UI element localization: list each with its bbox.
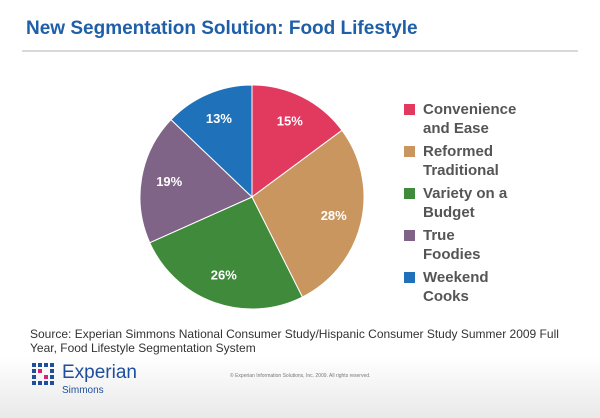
legend-swatch — [404, 272, 415, 283]
slice-label: 13% — [206, 111, 232, 126]
legend-item: Variety on a Budget — [404, 184, 514, 222]
slice-label: 15% — [277, 113, 303, 128]
legend-swatch — [404, 104, 415, 115]
pie-slice — [251, 84, 343, 198]
footer: Experian Simmons © Experian Information … — [0, 356, 600, 418]
legend-item: True Foodies — [404, 226, 514, 264]
source-note: Source: Experian Simmons National Consum… — [30, 327, 559, 355]
pie-slice — [139, 118, 253, 244]
logo-text: Experian — [62, 362, 137, 383]
pie-slice — [170, 84, 253, 199]
legend-item: Weekend Cooks — [404, 268, 514, 306]
legend-swatch — [404, 146, 415, 157]
legend-swatch — [404, 188, 415, 199]
logo-subtext: Simmons — [62, 385, 104, 396]
pie-slice — [251, 129, 365, 298]
legend-item: Reformed Traditional — [404, 142, 514, 180]
slice-label: 19% — [156, 174, 182, 189]
title-rule — [22, 50, 578, 52]
legend-swatch — [404, 230, 415, 241]
legend-label: Reformed Traditional — [423, 143, 499, 179]
pie-slice — [149, 196, 304, 310]
legend-label: Convenience and Ease — [423, 101, 517, 137]
legend-label: True Foodies — [423, 227, 481, 263]
chart-title: New Segmentation Solution: Food Lifestyl… — [26, 18, 418, 39]
legend-label: Weekend Cooks — [423, 269, 489, 305]
chart: 15% 28% 26% 19% 13% — [139, 84, 365, 310]
legend-item: Convenience and Ease — [404, 100, 517, 138]
slice-label: 28% — [321, 208, 347, 223]
logo-mark — [32, 363, 54, 385]
slice-label: 26% — [211, 268, 237, 283]
legend-label: Variety on a Budget — [423, 185, 508, 221]
copyright: © Experian Information Solutions, Inc. 2… — [230, 373, 371, 379]
